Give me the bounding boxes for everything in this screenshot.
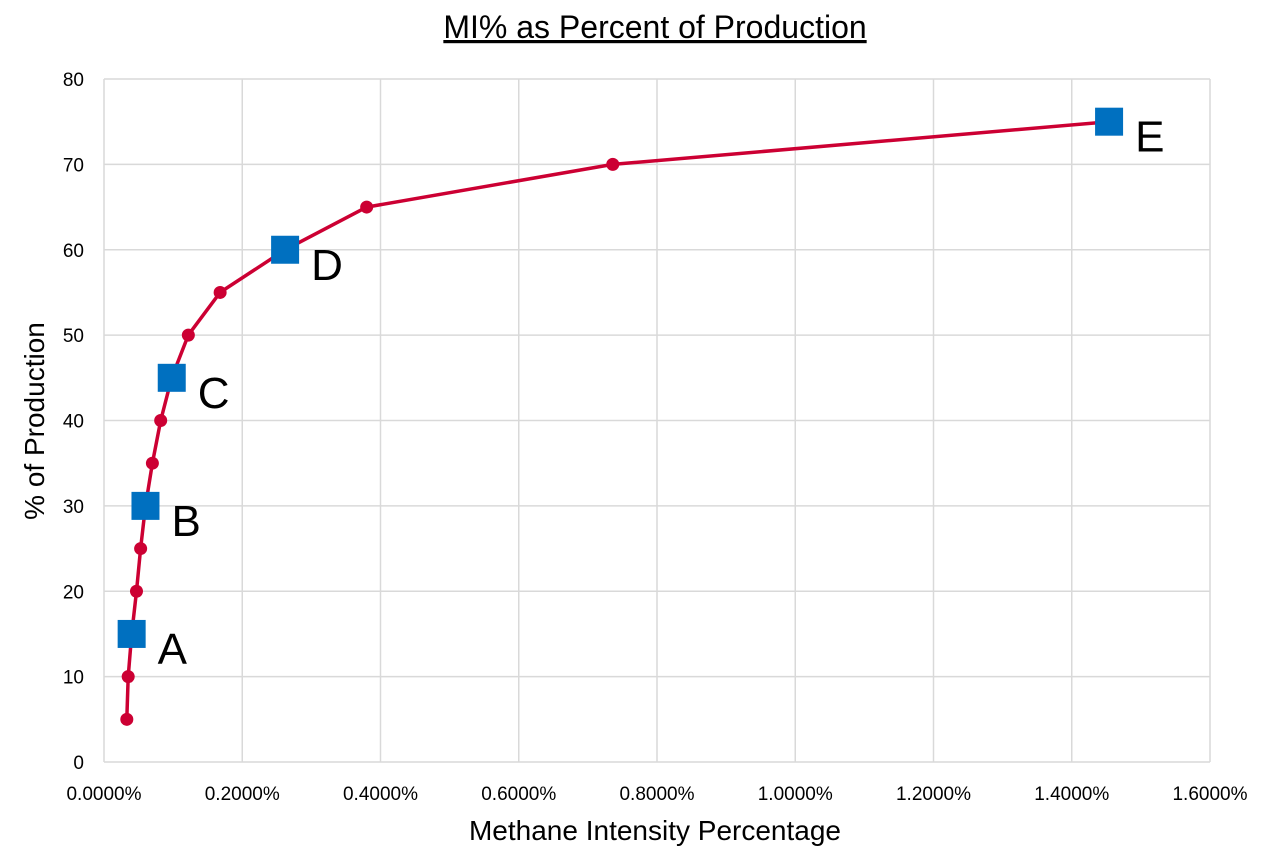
- point-label: B: [171, 497, 200, 546]
- y-tick-label: 80: [63, 70, 84, 91]
- x-tick-label: 0.6000%: [481, 784, 556, 805]
- series-point: [360, 200, 374, 214]
- y-tick-label: 60: [63, 241, 84, 262]
- x-axis-title: Methane Intensity Percentage: [469, 815, 841, 846]
- series-point: [134, 542, 148, 556]
- series-point: [145, 456, 159, 470]
- x-tick-label: 0.2000%: [205, 784, 280, 805]
- y-tick-label: 10: [63, 668, 84, 689]
- x-tick-label: 0.8000%: [619, 784, 694, 805]
- highlight-square-marker: [271, 235, 300, 264]
- grid: [103, 78, 1211, 763]
- series-point: [213, 285, 227, 299]
- y-tick-label: 30: [63, 497, 84, 518]
- y-tick-label: 20: [63, 582, 84, 603]
- point-label: C: [198, 369, 230, 418]
- series-point: [154, 414, 168, 427]
- y-axis-ticks: 0 10 20 30 40 50 60 70 80: [63, 70, 84, 774]
- x-axis-ticks: 0.0000% 0.2000% 0.4000% 0.6000% 0.8000% 1.000…: [66, 784, 1247, 805]
- series-point: [121, 670, 135, 684]
- square-marker-layer: [117, 107, 1124, 648]
- series-point: [129, 584, 143, 598]
- x-tick-label: 0.4000%: [343, 784, 418, 805]
- chart-title: MI% as Percent of Production: [443, 9, 866, 45]
- y-tick-label: 70: [63, 155, 84, 176]
- x-tick-label: 1.4000%: [1034, 784, 1109, 805]
- y-axis-title: % of Production: [19, 322, 50, 520]
- highlight-square-marker: [1095, 107, 1124, 136]
- series-point: [606, 157, 620, 171]
- highlight-square-marker: [117, 619, 146, 648]
- x-tick-label: 0.0000%: [66, 784, 141, 805]
- point-label: E: [1135, 113, 1164, 162]
- point-label: D: [311, 241, 343, 290]
- y-tick-label: 40: [63, 412, 84, 433]
- point-label: A: [158, 625, 188, 674]
- highlight-square-marker: [131, 491, 160, 520]
- y-tick-label: 50: [63, 326, 84, 347]
- y-tick-label: 0: [73, 753, 84, 774]
- x-tick-label: 1.6000%: [1172, 784, 1247, 805]
- highlight-square-marker: [157, 363, 186, 392]
- marker-label-layer: A B C D E: [158, 113, 1165, 674]
- series-point: [181, 328, 195, 342]
- series-point: [120, 712, 134, 726]
- x-tick-label: 1.2000%: [896, 784, 971, 805]
- x-tick-label: 1.0000%: [758, 784, 833, 805]
